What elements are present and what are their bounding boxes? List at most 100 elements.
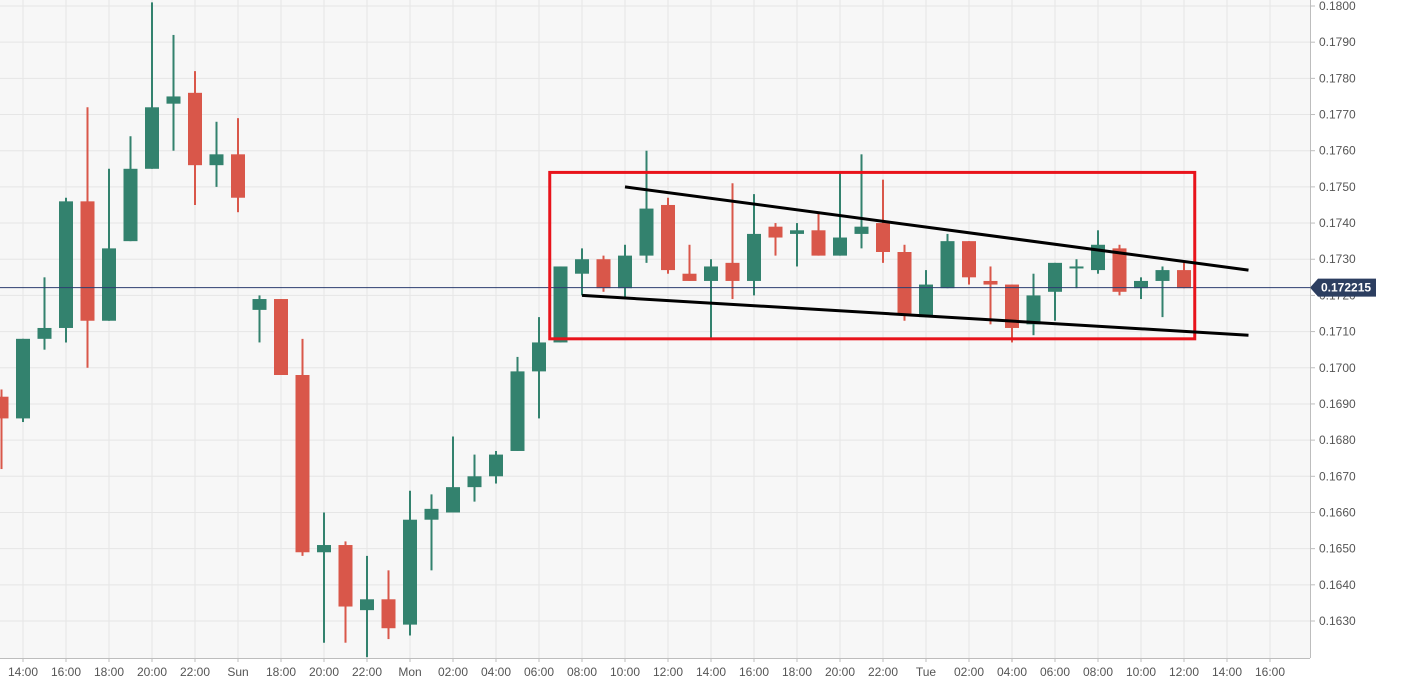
candle-body xyxy=(37,327,52,339)
current-price-tag: 0.172215 xyxy=(1310,278,1376,297)
candle xyxy=(123,136,138,242)
candle xyxy=(1069,259,1084,289)
x-tick-label: 18:00 xyxy=(266,665,296,679)
candle-body xyxy=(897,252,912,314)
candle xyxy=(553,266,568,343)
candle xyxy=(0,389,9,470)
candle-body xyxy=(768,226,783,238)
candle-body xyxy=(833,237,847,256)
current-price-tag: 0.172215 xyxy=(1310,278,1376,297)
candle-body xyxy=(123,168,138,242)
trendline xyxy=(581,293,1249,337)
candle xyxy=(768,223,783,256)
candle-body xyxy=(446,487,460,513)
grid-lines xyxy=(0,0,1310,658)
candle-body xyxy=(639,208,654,256)
candle xyxy=(790,223,804,267)
x-axis: 14:00 16:00 18:00 20:00 22:00 Sun 18:00 20:00 22… xyxy=(8,658,1285,679)
candle xyxy=(1026,273,1041,336)
candle xyxy=(295,338,310,556)
candle-body xyxy=(575,259,589,274)
candle xyxy=(274,299,288,375)
candle xyxy=(231,118,245,213)
candle-body xyxy=(532,342,546,372)
candle xyxy=(188,71,202,205)
x-tick-label: Tue xyxy=(916,665,937,679)
annotations xyxy=(548,170,1249,341)
candle xyxy=(252,295,267,343)
candle-body xyxy=(489,454,503,477)
x-tick-label: 16:00 xyxy=(1255,665,1285,679)
y-tick-label: 0.1640 xyxy=(1319,578,1356,592)
candle-body xyxy=(295,375,310,553)
candle xyxy=(833,172,847,256)
candle xyxy=(983,266,998,325)
candle-body xyxy=(59,201,73,328)
x-tick-label: Mon xyxy=(398,665,421,679)
candle xyxy=(811,212,826,256)
y-tick-label: 0.1740 xyxy=(1319,216,1356,230)
y-tick-label: 0.1700 xyxy=(1319,361,1356,375)
candle-body xyxy=(682,273,697,281)
candle-body xyxy=(725,262,740,281)
x-tick-label: 10:00 xyxy=(610,665,640,679)
x-tick-label: 02:00 xyxy=(438,665,468,679)
x-tick-label: Sun xyxy=(227,665,248,679)
candle xyxy=(639,150,654,263)
candle xyxy=(166,34,181,151)
candle xyxy=(317,512,331,643)
candle xyxy=(532,317,546,419)
x-tick-label: 12:00 xyxy=(653,665,683,679)
y-tick-label: 0.1750 xyxy=(1319,180,1356,194)
candle-body xyxy=(338,545,353,607)
candle xyxy=(1048,262,1062,321)
candle-body xyxy=(1048,262,1062,292)
candle-body xyxy=(919,284,933,318)
candle-body xyxy=(940,241,955,289)
candle xyxy=(403,490,417,636)
consolidation-box xyxy=(548,170,1197,341)
x-tick-label: 22:00 xyxy=(868,665,898,679)
x-tick-label: 18:00 xyxy=(94,665,124,679)
candle-body xyxy=(166,96,181,104)
candle xyxy=(1177,262,1191,289)
x-tick-label: 06:00 xyxy=(1040,665,1070,679)
y-tick-label: 0.1760 xyxy=(1319,144,1356,158)
x-tick-label: 02:00 xyxy=(954,665,984,679)
candle xyxy=(209,121,224,187)
candle xyxy=(940,233,955,289)
candle-body xyxy=(274,299,288,375)
candle-body xyxy=(188,92,202,166)
y-tick-label: 0.1630 xyxy=(1319,614,1356,628)
candle-body xyxy=(16,338,30,419)
candle xyxy=(145,2,159,169)
candle-body xyxy=(983,280,998,285)
y-tick-label: 0.1710 xyxy=(1319,325,1356,339)
candle-body xyxy=(854,226,869,234)
candle xyxy=(682,244,697,281)
candle-body xyxy=(790,230,804,234)
candle xyxy=(37,277,52,350)
x-tick-label: 20:00 xyxy=(309,665,339,679)
candle xyxy=(704,259,718,339)
candle xyxy=(1005,284,1019,343)
x-tick-label: 18:00 xyxy=(782,665,812,679)
candle-body xyxy=(661,204,675,271)
y-tick-label: 0.1670 xyxy=(1319,469,1356,483)
candle-body xyxy=(596,259,611,289)
candle xyxy=(618,244,632,300)
candle xyxy=(897,244,912,321)
candle-body xyxy=(876,223,890,252)
y-axis: 0.1800 0.1790 0.1780 0.1770 0.1760 0.1750 0.17… xyxy=(1310,0,1356,628)
candle xyxy=(747,194,761,296)
candle-body xyxy=(618,255,632,289)
candle-body xyxy=(1155,270,1170,281)
candle-body xyxy=(360,599,374,611)
candle xyxy=(1134,277,1148,300)
candle-body xyxy=(145,107,159,169)
x-tick-label: 10:00 xyxy=(1126,665,1156,679)
candle-body xyxy=(510,371,525,451)
candle xyxy=(919,270,933,318)
y-tick-label: 0.1770 xyxy=(1319,108,1356,122)
